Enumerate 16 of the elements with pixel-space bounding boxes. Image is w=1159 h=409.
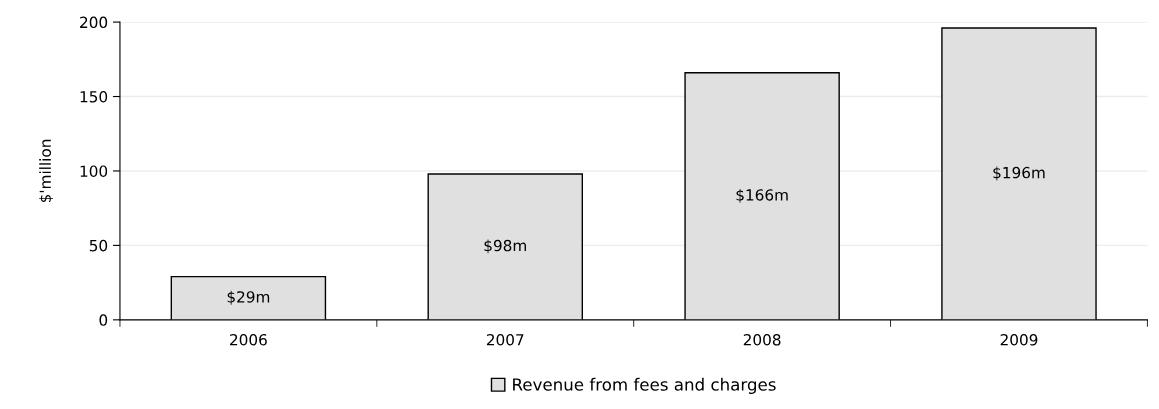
- data-label: $166m: [736, 188, 788, 203]
- y-tick-label: 50: [89, 239, 108, 252]
- y-tick-label: 0: [99, 314, 108, 326]
- data-label: $98m: [484, 239, 526, 254]
- x-tick-label: 2009: [1000, 334, 1038, 346]
- data-label: $29m: [227, 290, 270, 305]
- x-tick-label: 2007: [486, 334, 524, 346]
- y-tick-label: 200: [80, 16, 108, 29]
- y-tick-label: 100: [80, 165, 108, 177]
- legend-label: Revenue from fees and charges: [513, 377, 776, 394]
- data-label: $196m: [993, 166, 1045, 181]
- bar: [170, 275, 327, 320]
- y-tick-label: 150: [80, 90, 108, 103]
- y-axis-title: $'million: [39, 139, 54, 203]
- x-tick-label: 2008: [743, 334, 781, 346]
- x-tick-label: 2006: [230, 334, 267, 346]
